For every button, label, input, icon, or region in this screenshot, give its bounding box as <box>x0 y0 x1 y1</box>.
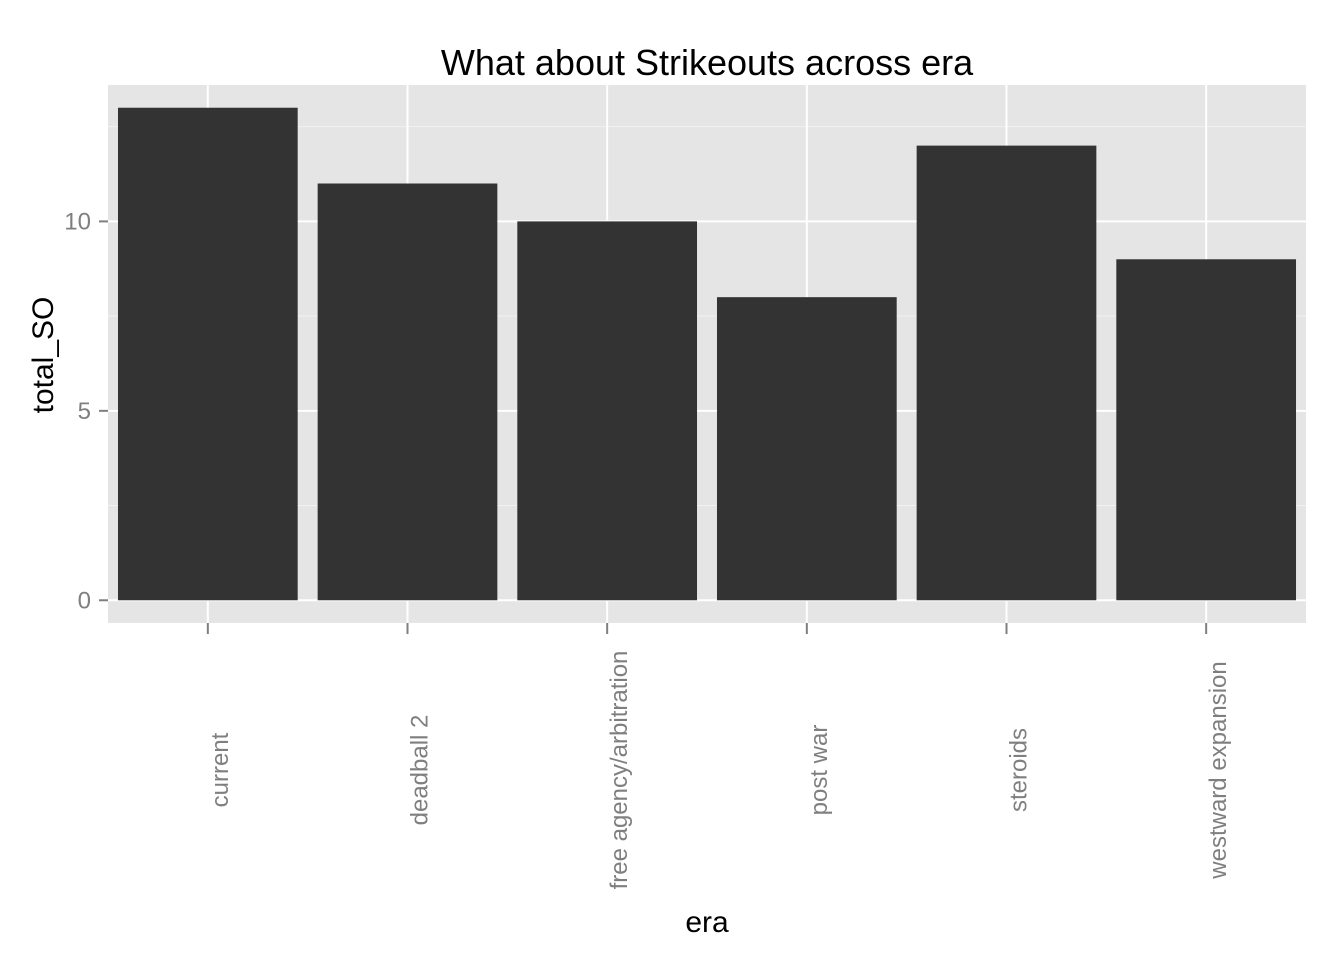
x-tick-label: deadball 2 <box>407 715 434 826</box>
bar-steroids <box>916 145 1097 601</box>
bar-current <box>117 107 298 601</box>
bar-post-war <box>716 297 897 601</box>
x-axis-title: era <box>685 906 729 939</box>
chart-title: What about Strikeouts across era <box>441 42 974 83</box>
bar-deadball-2 <box>317 183 498 601</box>
x-tick-label: westward expansion <box>1205 661 1232 879</box>
x-tick-label: free agency/arbitration <box>606 651 633 890</box>
minor-gridlines <box>108 126 1306 507</box>
x-tick-label: post war <box>806 725 833 816</box>
y-tick-label: 5 <box>78 398 91 425</box>
plot-panel <box>108 85 1306 623</box>
y-axis-title: total_SO <box>27 297 60 414</box>
x-axis: current deadball 2 free agency/arbitration… <box>206 623 1232 890</box>
x-tick-label: steroids <box>1006 728 1033 812</box>
bar-westward-expansion <box>1116 259 1297 601</box>
y-tick-label: 0 <box>78 587 91 614</box>
bars <box>117 107 1297 601</box>
x-tick-label: current <box>207 732 234 807</box>
y-axis: 0 5 10 <box>64 208 108 614</box>
y-tick-label: 10 <box>64 208 91 235</box>
bar-free-agency-arbitration <box>517 221 698 601</box>
